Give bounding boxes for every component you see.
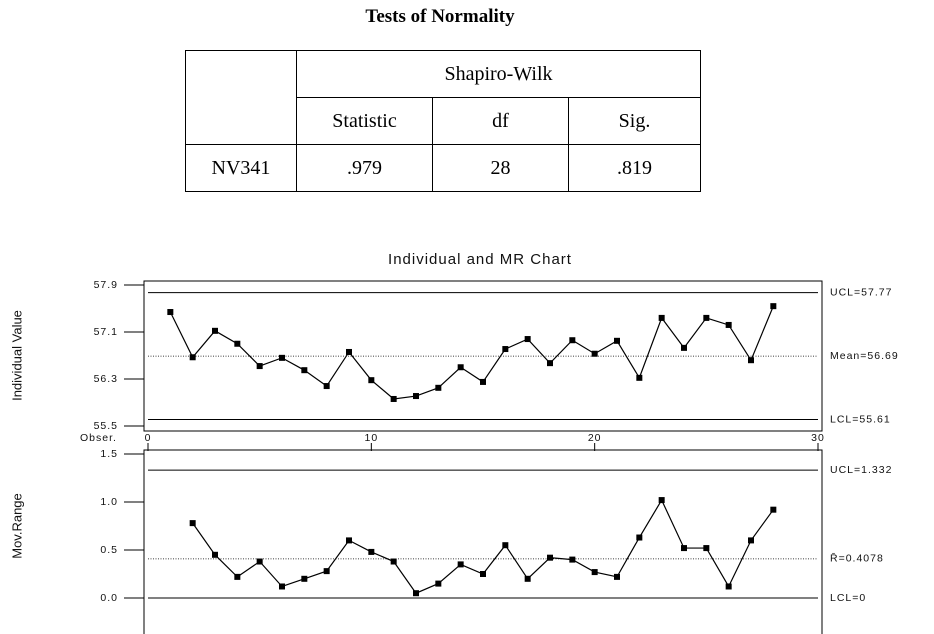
data-point — [569, 557, 575, 563]
data-point — [770, 303, 776, 309]
x-tick-label: 20 — [588, 432, 602, 444]
data-point — [212, 328, 218, 334]
chart: Individual and MR Chart Individual Value 5… — [0, 0, 934, 634]
data-point — [368, 377, 374, 383]
data-point — [748, 357, 754, 363]
data-point — [257, 559, 263, 565]
data-point — [257, 363, 263, 369]
data-point — [301, 576, 307, 582]
data-point — [190, 520, 196, 526]
data-point — [547, 360, 553, 366]
y-tick-label: 0.0 — [100, 592, 118, 604]
y-tick-label: 55.5 — [94, 420, 118, 432]
control-label: LCL=55.61 — [830, 413, 891, 425]
x-tick-label: 0 — [145, 432, 152, 444]
data-point — [502, 542, 508, 548]
data-point — [391, 396, 397, 402]
control-label: LCL=0 — [830, 592, 866, 604]
data-point — [167, 309, 173, 315]
chart-title: Individual and MR Chart — [388, 251, 572, 268]
data-point — [324, 383, 330, 389]
data-point — [190, 354, 196, 360]
data-point — [458, 364, 464, 370]
data-point — [659, 497, 665, 503]
data-point — [547, 555, 553, 561]
y-tick-label: 57.1 — [94, 326, 118, 338]
data-point — [435, 385, 441, 391]
data-point — [659, 315, 665, 321]
data-point — [726, 322, 732, 328]
data-point — [770, 507, 776, 513]
y-tick-label: 1.0 — [100, 496, 118, 508]
series-line — [170, 306, 773, 399]
data-point — [368, 549, 374, 555]
x-tick-label: 30 — [811, 432, 825, 444]
page: {"table": {"title": "Tests of Normality"… — [0, 0, 934, 634]
y-axis-label: Mov.Range — [9, 493, 24, 559]
data-point — [703, 545, 709, 551]
data-point — [636, 375, 642, 381]
data-point — [681, 545, 687, 551]
y-tick-label: 0.5 — [100, 544, 118, 556]
data-point — [458, 561, 464, 567]
data-point — [279, 583, 285, 589]
data-point — [391, 559, 397, 565]
data-point — [636, 535, 642, 541]
x-axis-label: Obser. — [80, 432, 117, 444]
data-point — [301, 367, 307, 373]
x-tick-label: 10 — [364, 432, 378, 444]
data-point — [346, 537, 352, 543]
y-tick-label: 1.5 — [100, 448, 118, 460]
data-point — [480, 571, 486, 577]
data-point — [592, 351, 598, 357]
data-point — [324, 568, 330, 574]
data-point — [435, 581, 441, 587]
data-point — [525, 336, 531, 342]
data-point — [413, 590, 419, 596]
plot-frame — [144, 450, 822, 634]
data-point — [592, 569, 598, 575]
data-point — [726, 583, 732, 589]
control-label: UCL=57.77 — [830, 286, 892, 298]
y-tick-label: 56.3 — [94, 373, 118, 385]
control-label: UCL=1.332 — [830, 464, 892, 476]
data-point — [346, 349, 352, 355]
data-point — [279, 355, 285, 361]
control-label: Mean=56.69 — [830, 350, 899, 362]
data-point — [525, 576, 531, 582]
control-label: R̄=0.4078 — [830, 552, 884, 565]
data-point — [502, 346, 508, 352]
y-axis-label: Individual Value — [9, 310, 24, 401]
data-point — [212, 552, 218, 558]
data-point — [703, 315, 709, 321]
data-point — [614, 338, 620, 344]
y-tick-label: 57.9 — [94, 279, 118, 291]
data-point — [748, 537, 754, 543]
data-point — [234, 574, 240, 580]
data-point — [569, 337, 575, 343]
data-point — [234, 341, 240, 347]
data-point — [681, 345, 687, 351]
data-point — [413, 393, 419, 399]
data-point — [480, 379, 486, 385]
data-point — [614, 574, 620, 580]
